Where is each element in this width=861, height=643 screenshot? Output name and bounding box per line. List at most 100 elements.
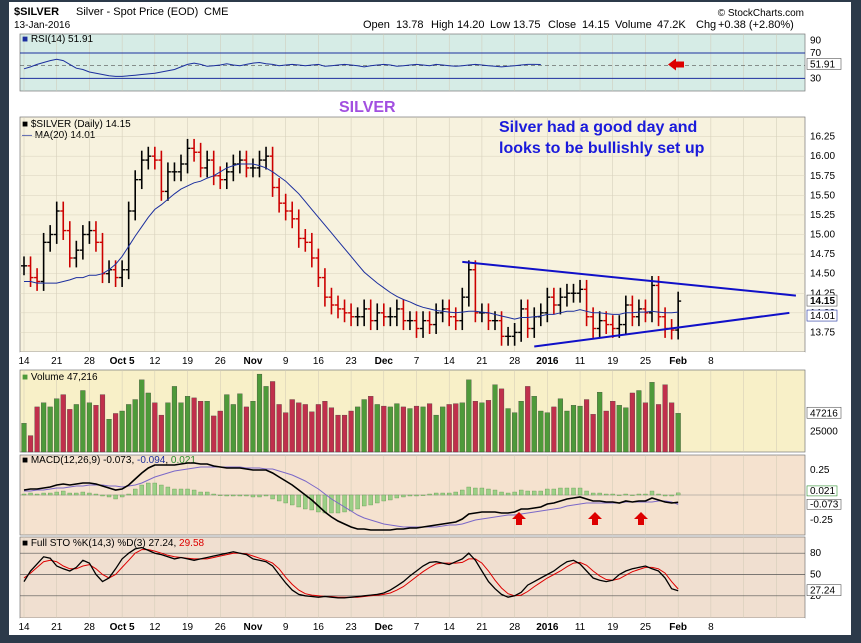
volume-bar-80	[544, 412, 550, 453]
sto-xtick-16: 2016	[536, 622, 559, 633]
volume-bar-94	[636, 390, 642, 453]
macd-hist-10	[87, 492, 92, 496]
volume-bar-95	[642, 402, 649, 453]
macd-hist-last-box	[806, 485, 838, 497]
volume-bar-98	[662, 384, 668, 453]
volume-bar-58	[400, 406, 406, 453]
macd-signal-line	[24, 466, 679, 528]
stockcharts-logo: © StockCharts.com	[718, 8, 804, 19]
header-chg-value: +0.38 (+2.80%)	[718, 19, 794, 31]
volume-bar-61	[420, 406, 426, 453]
macd-last-value: -0.073	[810, 499, 839, 510]
macd-hist-34	[244, 494, 249, 497]
volume-bar-92	[623, 407, 629, 453]
volume-bar-33	[237, 393, 243, 453]
volume-bar-93	[629, 392, 635, 453]
sto-xtick-1: 21	[51, 622, 63, 633]
macd-hist-98	[662, 494, 668, 497]
macd-hist-71	[486, 488, 491, 496]
volume-bar-77	[525, 386, 531, 453]
macd-hist-96	[649, 490, 655, 496]
price-ytick-0: 13.75	[810, 327, 835, 338]
macd-hist-13	[106, 494, 112, 498]
macd-hist-18	[139, 484, 144, 496]
price-legend-ma: — MA(20) 14.01	[22, 130, 96, 141]
macd-hist-88	[597, 492, 602, 496]
header-high-value: 14.20	[457, 19, 485, 31]
volume-bar-68	[466, 379, 472, 453]
macd-hist-89	[604, 493, 609, 496]
macd-hist-66	[453, 491, 458, 496]
macd-hist-53	[368, 494, 373, 506]
sto-xtick-3: Oct 5	[110, 622, 135, 633]
macd-hist-97	[656, 493, 661, 496]
volume-bar-17	[132, 399, 138, 453]
macd-hist-93	[630, 494, 635, 496]
macd-last-box	[806, 498, 842, 510]
sto-xtick-20: Feb	[669, 622, 687, 633]
volume-bar-64	[440, 406, 446, 453]
price-ytick-9: 16.00	[810, 151, 835, 162]
volume-bar-4	[47, 406, 53, 453]
volume-bar-23	[171, 386, 178, 453]
macd-hist-38	[270, 494, 275, 500]
price-panel: ■ $SILVER (Daily) 14.15 — MA(20) 14.01 1…	[20, 119, 838, 348]
sto-ytick-0: 80	[810, 548, 822, 559]
price-xtick-3: Oct 5	[110, 356, 135, 367]
macd-hist-7	[67, 492, 72, 496]
macd-hist-26	[191, 489, 197, 496]
macd-hist-16	[126, 493, 131, 496]
volume-bar-83	[564, 410, 570, 453]
volume-bar-32	[230, 404, 236, 453]
volume-bar-41	[289, 399, 295, 453]
volume-bar-60	[413, 405, 420, 453]
rsi-ytick-3: 90	[810, 35, 822, 46]
macd-hist-63	[433, 492, 439, 496]
macd-hist-79	[538, 490, 543, 496]
volume-bar-59	[407, 408, 413, 453]
volume-bar-65	[446, 404, 452, 453]
volume-bar-82	[557, 398, 563, 453]
header-symbol: $SILVER	[14, 6, 59, 18]
macd-hist-15	[119, 494, 125, 498]
volume-bar-66	[453, 403, 459, 453]
macd-hist-23	[172, 488, 177, 496]
macd-legend: ■ MACD(12,26,9) -0.073, -0.094, 0.021	[22, 455, 196, 466]
macd-hist-9	[80, 491, 86, 496]
macd-hist-69	[473, 487, 478, 496]
volume-bar-45	[315, 404, 321, 453]
volume-legend: ■ Volume 47,216	[22, 372, 98, 383]
volume-bar-30	[217, 410, 223, 453]
header-name: Silver - Spot Price (EOD)	[76, 6, 198, 18]
price-xtick-5: 19	[182, 356, 194, 367]
macd-hist-41	[290, 494, 295, 506]
price-xtick-10: 23	[346, 356, 358, 367]
volume-bar-15	[119, 410, 125, 453]
rsi-panel: ■ RSI(14) 51.91 3050709051.91	[20, 34, 842, 84]
price-xtick-9: 16	[313, 356, 325, 367]
price-xtick-6: 26	[215, 356, 227, 367]
price-xtick-8: 9	[283, 356, 289, 367]
rsi-last-box	[806, 58, 842, 70]
volume-bar-67	[459, 402, 465, 453]
macd-hist-14	[113, 494, 118, 500]
sto-xtick-0: 14	[18, 622, 30, 633]
volume-bar-78	[531, 396, 537, 453]
rsi-panel-bg	[19, 33, 806, 92]
macd-hist-37	[263, 494, 269, 497]
volume-bar-54	[374, 404, 380, 453]
sto-xtick-5: 19	[182, 622, 194, 633]
volume-bar-18	[139, 379, 145, 453]
macd-hist-8	[74, 492, 79, 496]
macd-hist-4	[48, 492, 53, 496]
sto-xtick-6: 26	[215, 622, 227, 633]
sto-xaxis-strip	[20, 618, 805, 633]
volume-bar-16	[126, 404, 132, 453]
volume-bar-14	[113, 413, 119, 453]
rsi-line	[23, 58, 541, 77]
macd-hist-90	[610, 493, 615, 496]
volume-bar-87	[590, 414, 596, 453]
price-ytick-2: 14.25	[810, 288, 835, 299]
sto-k-line	[23, 546, 679, 599]
macd-hist-51	[355, 494, 360, 510]
